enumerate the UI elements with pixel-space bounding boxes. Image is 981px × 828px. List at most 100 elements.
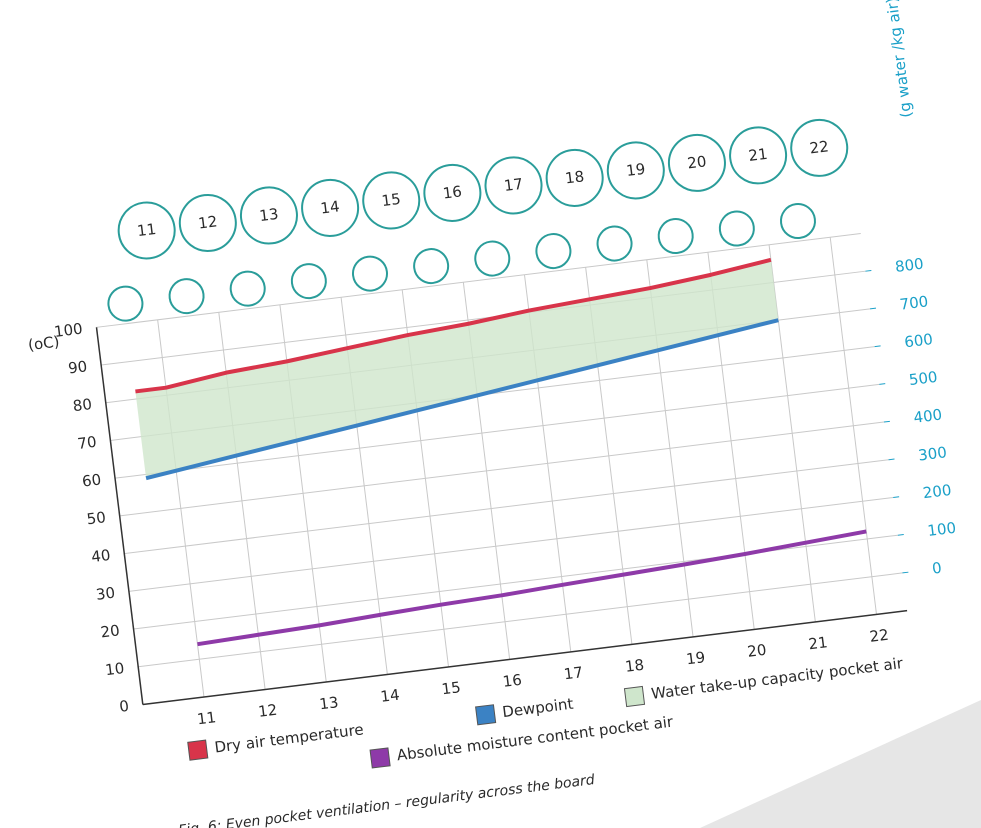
cylinder [362,171,421,230]
y-axis-label: (oC) [27,333,60,355]
felt-roll [168,278,205,315]
cylinder-label: 16 [442,182,463,202]
cylinder [301,178,360,237]
y2-tick [893,496,900,498]
cylinder [484,156,543,215]
x-tick-label: 17 [563,663,584,683]
x-tick-label: 19 [685,648,706,668]
y-tick-label: 50 [86,508,107,528]
felt-roll [596,225,633,262]
felt-roll [413,248,450,285]
x-axis [142,609,908,706]
y-axis [95,327,144,705]
y-tick-label: 100 [53,320,84,341]
y-tick-label: 40 [90,546,111,566]
y2-tick-label: 600 [903,330,934,351]
felt-roll [718,210,755,247]
cylinder [667,133,726,192]
y2-tick-label: 500 [908,368,939,389]
y-tick-label: 20 [100,621,121,641]
cylinder-label: 22 [809,137,830,157]
cylinder [729,126,788,185]
grid-line [128,496,894,592]
y-tick-label: 0 [118,697,130,716]
cylinder-label: 15 [381,190,402,210]
felt-roll [351,255,388,292]
cylinder-label: 20 [686,152,707,172]
x-tick-label: 11 [196,708,217,728]
y-tick-label: 90 [67,357,88,377]
capacity-band [135,259,779,479]
x-tick-label: 13 [318,693,339,713]
series-line [197,529,867,647]
x-tick-label: 12 [257,701,278,721]
grid-line [829,237,877,615]
y-tick-label: 80 [72,395,93,415]
cylinder [239,186,298,245]
x-tick-label: 15 [441,678,462,698]
y2-tick [902,571,909,574]
x-tick-label: 18 [624,656,645,676]
cylinder-label: 11 [136,220,157,240]
y-tick-label: 10 [104,659,125,679]
grid-line [138,572,903,668]
cylinder [790,118,849,177]
cylinder [545,148,604,207]
cylinder-label: 12 [197,212,218,232]
legend-swatch [623,685,646,708]
felt-roll [535,233,572,270]
felt-roll [229,270,266,307]
grid-line [114,383,880,479]
cylinder [423,163,482,222]
cylinder-label: 19 [625,160,646,180]
y-tick-label: 60 [81,470,102,490]
x-tick-label: 16 [502,671,523,691]
felt-roll [474,240,511,277]
grid-line [119,421,884,517]
y2-tick-label: 200 [922,481,953,502]
cylinder-label: 17 [503,175,524,195]
y2-axis-label: (g water /kg air) [883,0,916,119]
y2-tick-label: 300 [917,443,948,464]
cylinder [117,201,176,260]
paper-shadow [700,700,981,828]
legend-swatch [369,747,391,769]
grid-line [124,459,889,555]
legend-label: Absolute moisture content pocket air [396,712,675,764]
y2-tick-label: 400 [913,405,944,426]
cylinder [606,141,665,200]
series-line [145,318,779,481]
felt-roll [107,285,144,322]
y2-tick [883,420,890,423]
legend-label: Dewpoint [501,695,574,722]
x-tick-label: 21 [807,633,828,653]
y2-tick [879,383,886,385]
felt-roll [657,218,694,255]
y2-tick-label: 0 [931,559,943,578]
cylinder-label: 21 [747,145,768,165]
legend-label: Dry air temperature [213,720,364,756]
y2-tick [874,345,881,348]
y-tick-label: 30 [95,584,116,604]
legend-swatch [187,739,209,761]
x-tick-label: 22 [869,626,890,646]
y2-tick [869,307,877,310]
y2-tick [897,533,904,536]
caption: Fig. 6: Even pocket ventilation – regula… [178,772,596,828]
y-tick-label: 70 [76,433,97,453]
cylinder-label: 14 [319,197,340,217]
cylinder [178,193,237,252]
grid-line [96,232,861,328]
felt-roll [779,203,816,240]
y2-tick-label: 100 [926,519,957,540]
series-line [135,257,772,394]
x-tick-label: 14 [379,686,400,706]
y2-tick-label: 800 [894,255,925,276]
legend-swatch [475,704,497,726]
cylinder-label: 13 [258,205,279,225]
y2-tick [865,269,872,272]
grid-line [157,319,205,698]
